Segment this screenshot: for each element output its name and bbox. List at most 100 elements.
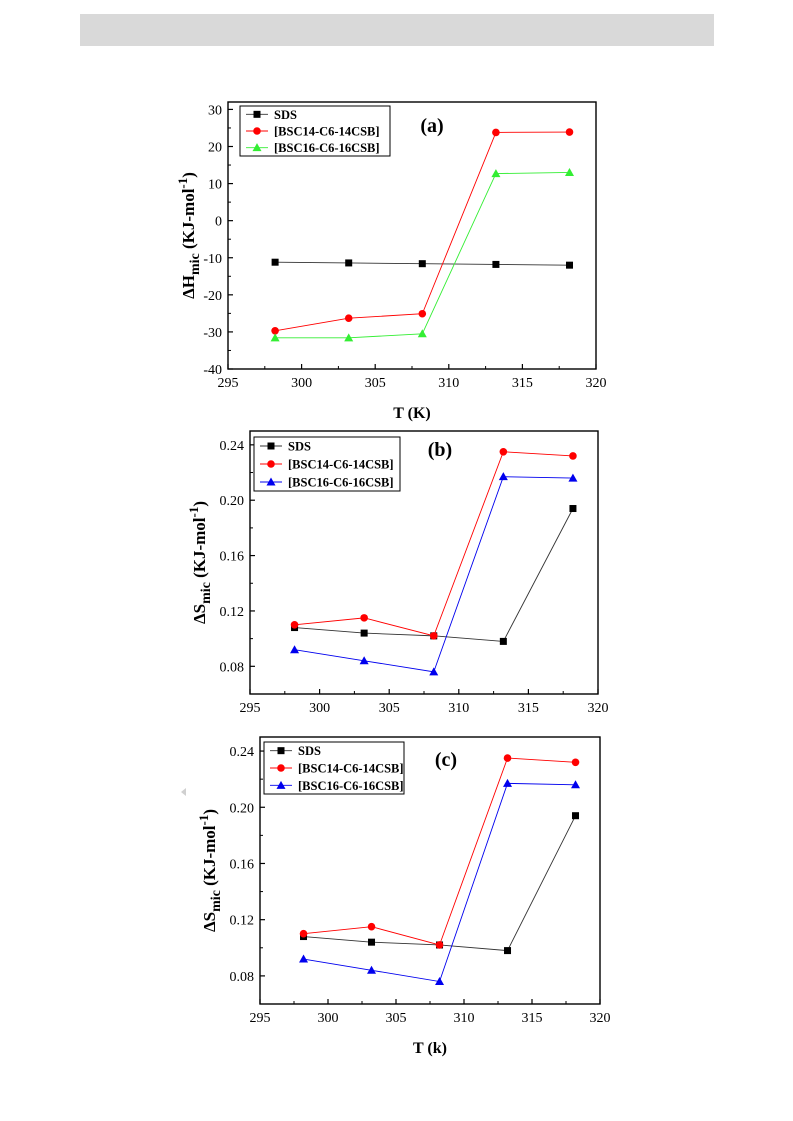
panel-label: (c) xyxy=(435,749,457,771)
y-tick-label: 10 xyxy=(208,178,222,193)
header-bar xyxy=(80,14,714,46)
y-tick-label: 0.20 xyxy=(220,494,245,509)
data-point xyxy=(417,329,427,338)
legend-marker xyxy=(253,110,261,118)
data-point xyxy=(571,758,580,767)
x-tick-label: 305 xyxy=(365,376,386,391)
page-arrow-icon xyxy=(181,788,186,796)
panel-label: (b) xyxy=(428,439,452,461)
x-tick-label: 300 xyxy=(291,376,312,391)
series-line-2 xyxy=(275,131,570,332)
data-point xyxy=(429,632,438,640)
x-tick-label: 315 xyxy=(522,1011,543,1026)
data-point xyxy=(271,258,279,266)
legend-marker xyxy=(277,747,285,755)
x-tick-label: 310 xyxy=(438,376,459,391)
data-point xyxy=(418,260,426,268)
chart-panel-1: 295 300 305 310 315 320 -40 -30 -20 -10 0 10 20 30 SDS… xyxy=(175,101,607,422)
panel-label: (a) xyxy=(420,115,443,137)
x-tick-label: 305 xyxy=(386,1011,407,1026)
y-tick-label: 0.12 xyxy=(220,605,245,620)
data-point xyxy=(290,645,300,654)
legend-label: [BSC14-C6-14CSB] xyxy=(274,125,380,139)
legend-label: [BSC14-C6-14CSB] xyxy=(288,458,394,472)
data-point xyxy=(504,947,512,955)
y-tick-label: 0.08 xyxy=(220,660,245,675)
y-tick-label: 0.24 xyxy=(230,745,255,760)
y-axis-label: ΔHmic (KJ-mol-1) xyxy=(175,172,203,299)
y-tick-label: 0.12 xyxy=(230,914,255,929)
series-line-1 xyxy=(303,815,576,952)
data-point xyxy=(566,261,574,269)
data-point xyxy=(492,260,500,268)
data-point xyxy=(568,473,578,482)
data-point xyxy=(565,128,574,136)
legend-label: [BSC16-C6-16CSB] xyxy=(298,779,404,793)
x-axis-label: T (k) xyxy=(413,1040,447,1057)
x-tick-label: 320 xyxy=(588,701,609,716)
x-tick-label: 295 xyxy=(250,1011,271,1026)
data-point xyxy=(565,167,575,176)
series-line-3 xyxy=(303,782,576,983)
data-point xyxy=(270,333,280,342)
chart-panel-2: 295 300 305 310 315 320 0.08 0.12 0.16 0.20 0.24 SD… xyxy=(186,430,609,716)
data-point xyxy=(271,327,279,335)
data-point xyxy=(499,637,507,645)
data-point xyxy=(498,472,508,481)
y-tick-label: 0 xyxy=(215,215,222,230)
x-tick-label: 320 xyxy=(586,376,607,391)
legend-marker xyxy=(277,764,285,772)
data-point xyxy=(492,128,500,137)
y-tick-label: -30 xyxy=(203,326,222,341)
data-point xyxy=(499,447,508,456)
data-point xyxy=(290,620,299,629)
chart-panel-3: 295 300 305 310 315 320 0.08 0.12 0.16 0.20 0.24 SD… xyxy=(196,736,611,1057)
series-line-1 xyxy=(294,508,574,642)
x-axis-label: T (K) xyxy=(393,405,430,422)
legend-label: [BSC16-C6-16CSB] xyxy=(274,141,380,155)
data-point xyxy=(345,259,353,267)
data-point xyxy=(572,812,580,820)
legend-label: SDS xyxy=(288,440,311,454)
y-tick-label: 0.16 xyxy=(220,550,245,565)
data-point xyxy=(344,314,353,322)
legend-label: SDS xyxy=(274,108,297,122)
x-tick-label: 295 xyxy=(218,376,239,391)
series-line-3 xyxy=(294,476,573,673)
legend-label: [BSC14-C6-14CSB] xyxy=(298,762,404,776)
legend-marker xyxy=(276,780,286,789)
data-point xyxy=(367,922,376,931)
legend-label: [BSC16-C6-16CSB] xyxy=(288,476,394,490)
x-tick-label: 320 xyxy=(590,1011,611,1026)
data-point xyxy=(359,656,369,665)
data-point xyxy=(344,333,354,342)
x-tick-label: 300 xyxy=(318,1011,339,1026)
data-point xyxy=(503,754,512,762)
x-tick-label: 305 xyxy=(379,701,400,716)
x-tick-label: 315 xyxy=(518,701,539,716)
y-tick-label: -20 xyxy=(203,289,222,304)
legend-label: SDS xyxy=(298,744,321,758)
x-tick-label: 310 xyxy=(454,1011,475,1026)
y-tick-label: 0.08 xyxy=(230,970,255,985)
data-point xyxy=(299,929,308,938)
legend-marker xyxy=(253,127,261,135)
y-tick-label: -10 xyxy=(203,252,222,267)
data-point xyxy=(435,941,444,949)
data-point xyxy=(367,965,377,974)
data-point xyxy=(491,169,501,178)
data-point xyxy=(571,780,581,789)
y-axis-label: ΔSmic (KJ-mol-1) xyxy=(196,809,224,932)
data-point xyxy=(569,452,577,460)
data-point xyxy=(360,629,368,637)
y-tick-label: 0.24 xyxy=(220,439,245,454)
legend-marker xyxy=(252,143,262,152)
data-point xyxy=(569,505,577,513)
legend-marker xyxy=(267,442,275,450)
data-point xyxy=(368,938,376,946)
data-point xyxy=(299,954,309,963)
y-tick-label: 20 xyxy=(208,141,222,156)
data-point xyxy=(503,778,513,787)
y-tick-label: -40 xyxy=(203,363,222,378)
